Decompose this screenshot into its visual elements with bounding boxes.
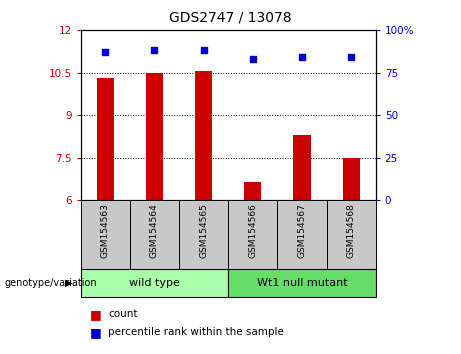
Bar	[179, 200, 228, 269]
Bar	[228, 200, 278, 269]
Bar	[97, 78, 114, 200]
Bar	[195, 71, 212, 200]
Bar	[244, 182, 261, 200]
Point	[298, 55, 306, 60]
Point	[249, 56, 256, 62]
Text: ▶: ▶	[65, 278, 73, 288]
Text: count: count	[108, 309, 138, 319]
Bar	[130, 200, 179, 269]
Bar	[146, 73, 163, 200]
Text: GSM154563: GSM154563	[101, 204, 110, 258]
Text: ■: ■	[90, 326, 101, 338]
Text: Wt1 null mutant: Wt1 null mutant	[257, 278, 347, 288]
Bar	[343, 158, 360, 200]
Bar	[228, 269, 376, 297]
Text: GSM154564: GSM154564	[150, 204, 159, 258]
Text: GSM154565: GSM154565	[199, 204, 208, 258]
Bar	[278, 200, 326, 269]
Text: wild type: wild type	[129, 278, 180, 288]
Text: GDS2747 / 13078: GDS2747 / 13078	[169, 11, 292, 25]
Bar	[81, 200, 130, 269]
Point	[200, 48, 207, 53]
Bar	[293, 136, 311, 200]
Point	[151, 48, 158, 53]
Text: GSM154566: GSM154566	[248, 204, 257, 258]
Text: percentile rank within the sample: percentile rank within the sample	[108, 327, 284, 337]
Text: ■: ■	[90, 308, 101, 321]
Text: genotype/variation: genotype/variation	[5, 278, 97, 288]
Bar	[326, 200, 376, 269]
Point	[101, 49, 109, 55]
Text: GSM154568: GSM154568	[347, 204, 355, 258]
Point	[348, 55, 355, 60]
Text: GSM154567: GSM154567	[297, 204, 307, 258]
Bar	[81, 269, 228, 297]
